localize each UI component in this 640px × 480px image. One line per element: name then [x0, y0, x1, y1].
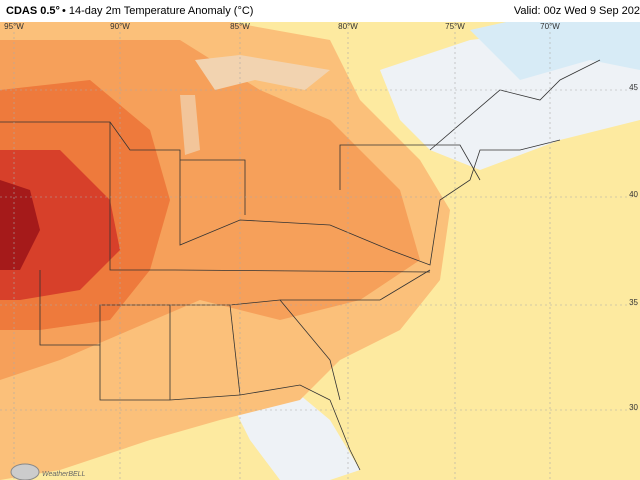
header: CDAS 0.5° • 14-day 2m Temperature Anomal… — [0, 0, 640, 22]
longitude-label: 95°W — [4, 22, 24, 31]
latitude-label: 30 — [629, 403, 638, 412]
cool-area — [230, 395, 360, 480]
latitude-label: 35 — [629, 298, 638, 307]
longitude-label: 80°W — [338, 22, 358, 31]
hot-area — [0, 180, 40, 270]
longitude-label: 75°W — [445, 22, 465, 31]
map-title: • 14-day 2m Temperature Anomaly (°C) — [62, 5, 254, 17]
longitude-label: 85°W — [230, 22, 250, 31]
hot-area — [0, 150, 120, 300]
valid-time: Valid: 00z Wed 9 Sep 202 — [513, 5, 640, 17]
lake — [195, 55, 330, 90]
latitude-label: 40 — [629, 190, 638, 199]
longitude-label: 90°W — [110, 22, 130, 31]
longitude-label: 70°W — [540, 22, 560, 31]
latitude-label: 45 — [629, 83, 638, 92]
graticule — [0, 22, 640, 480]
cool-area — [470, 10, 640, 80]
logo-icon — [10, 463, 40, 480]
lake — [180, 95, 200, 155]
logo: WeatherBELL — [42, 471, 86, 478]
model-name: CDAS 0.5° — [6, 5, 60, 17]
